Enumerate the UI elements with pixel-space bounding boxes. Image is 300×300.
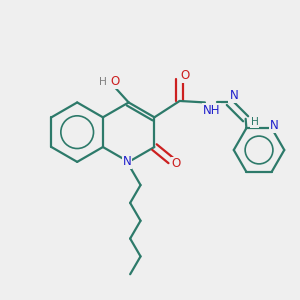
Text: N: N bbox=[230, 89, 238, 102]
Text: N: N bbox=[270, 119, 278, 132]
Text: H: H bbox=[100, 76, 107, 87]
Text: NH: NH bbox=[203, 104, 220, 117]
Text: N: N bbox=[123, 155, 131, 168]
Text: O: O bbox=[111, 75, 120, 88]
Text: H: H bbox=[250, 117, 259, 128]
Text: O: O bbox=[172, 158, 181, 170]
Text: O: O bbox=[180, 69, 190, 82]
